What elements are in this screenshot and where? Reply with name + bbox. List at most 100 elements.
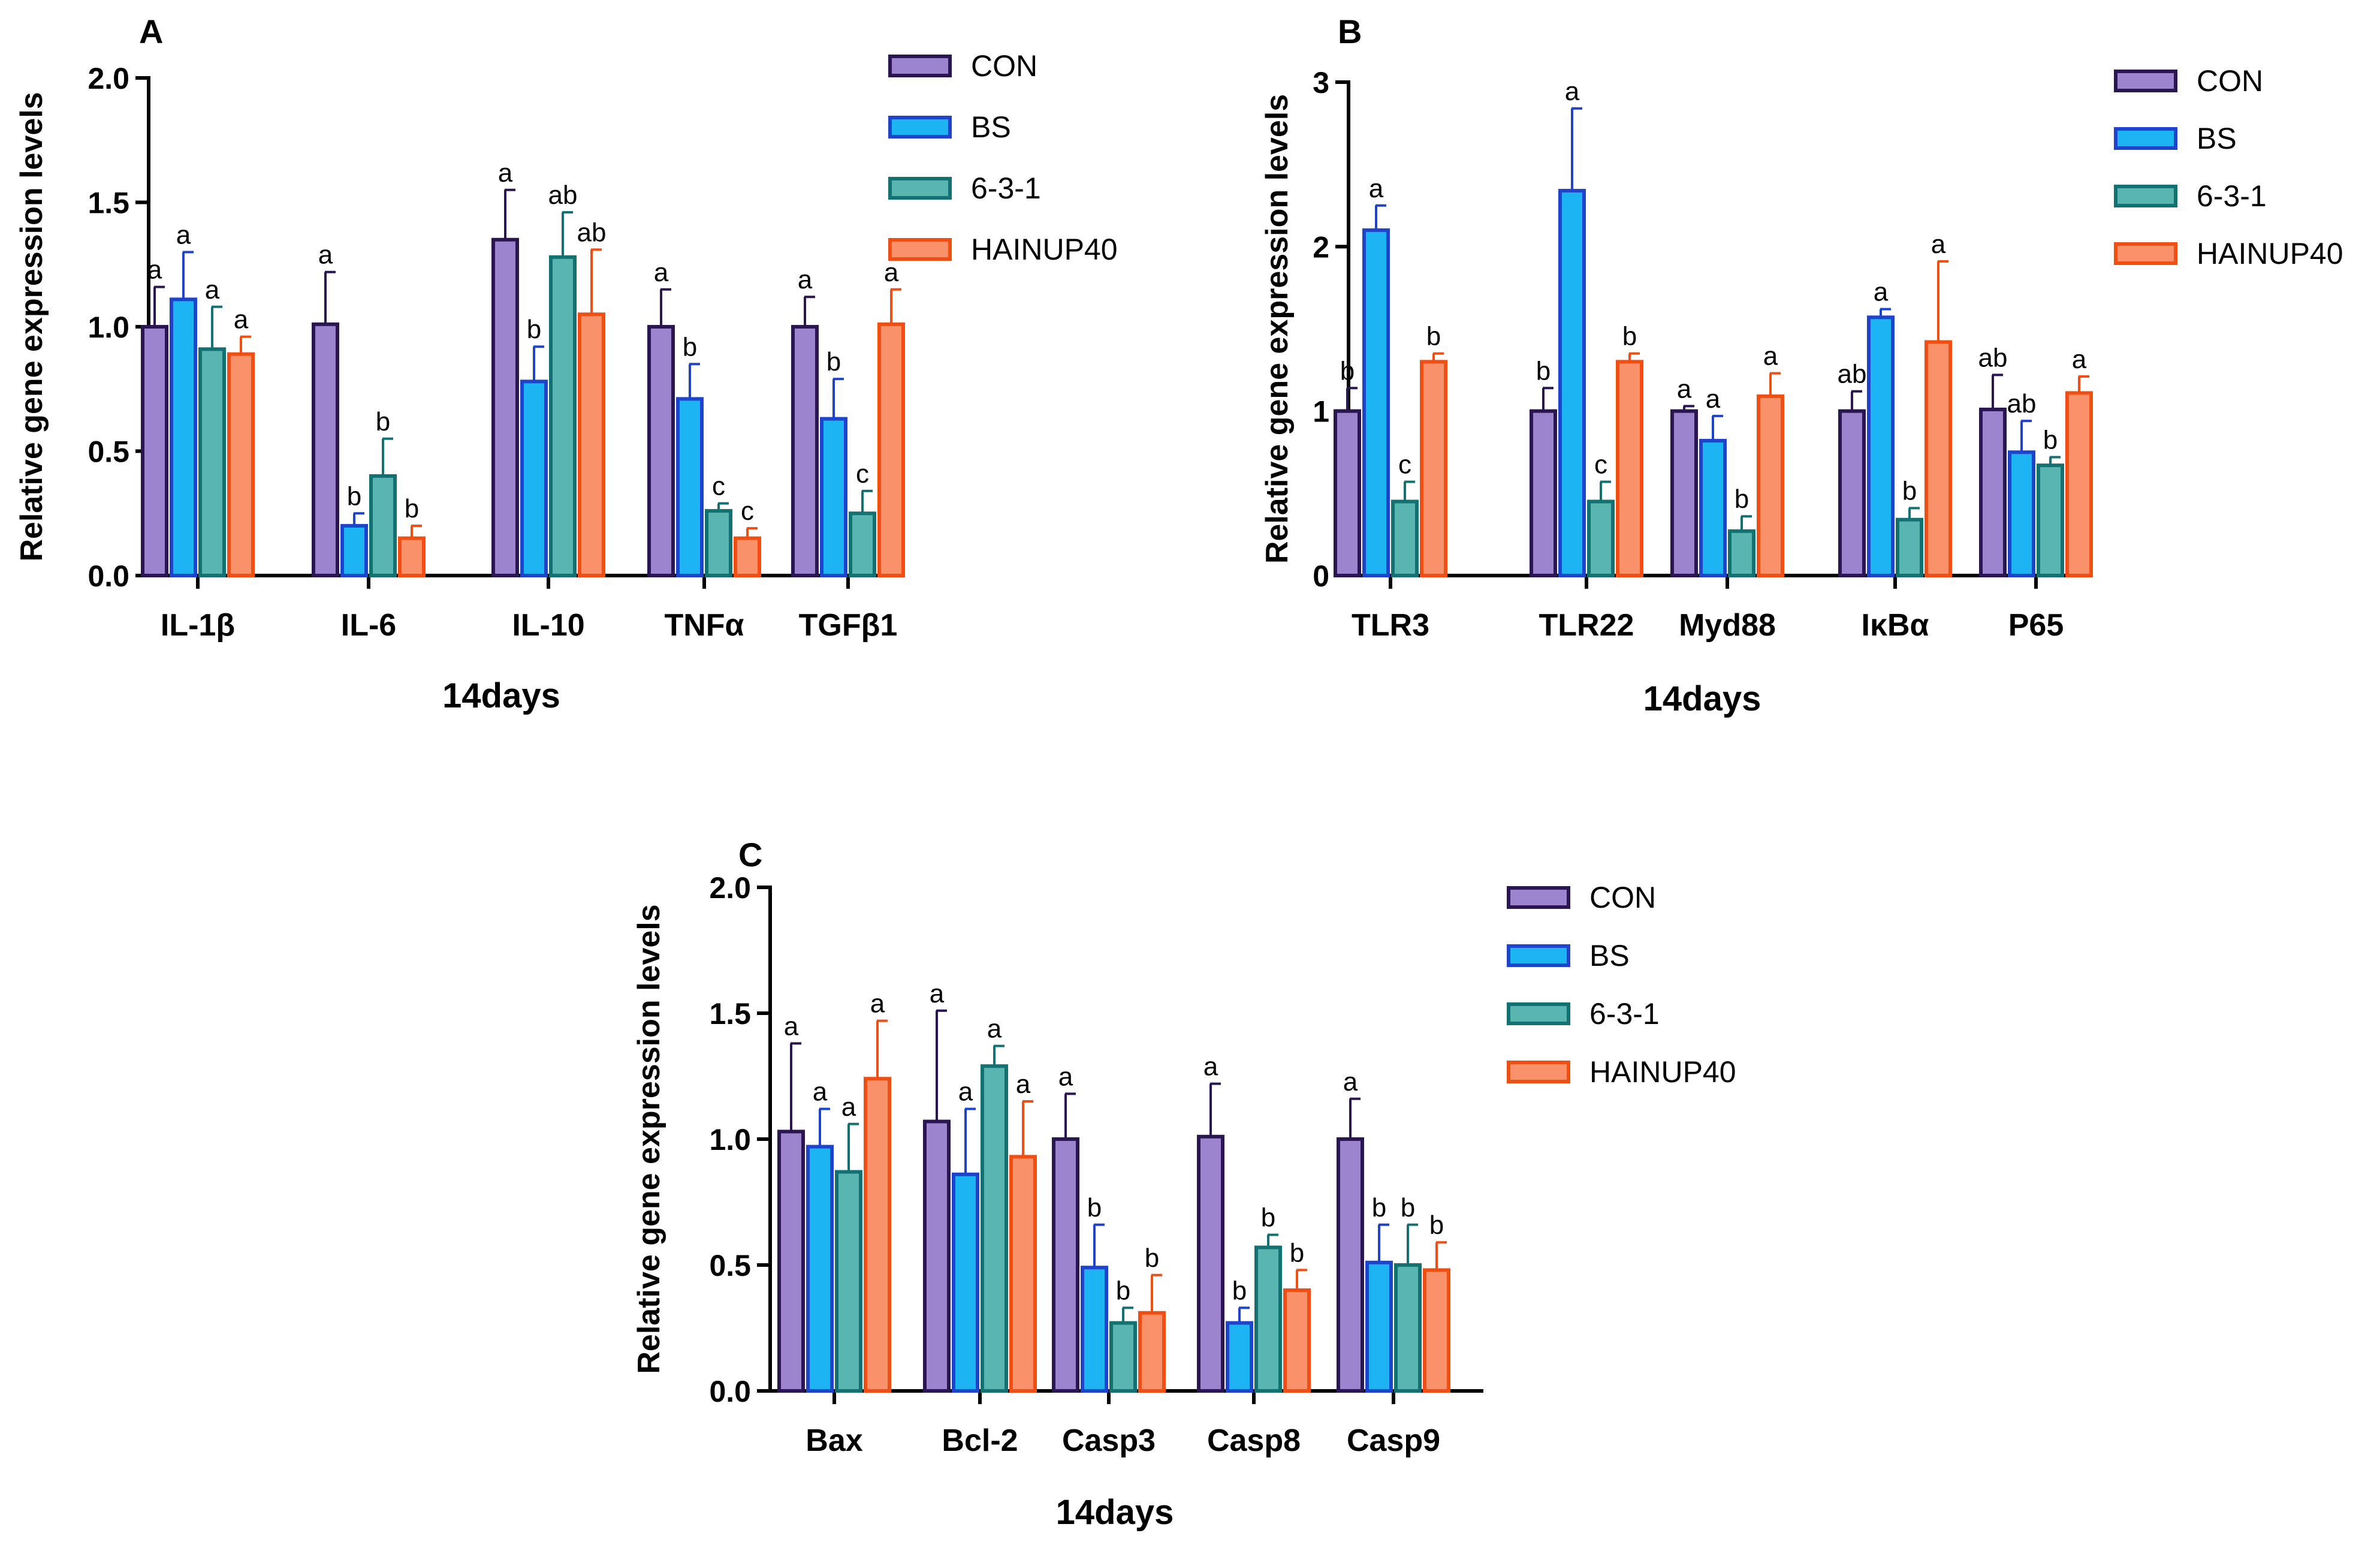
significance-letter: a <box>234 305 249 335</box>
significance-letter: a <box>1677 374 1692 403</box>
significance-letter: a <box>654 258 669 287</box>
y-tick-label: 2.0 <box>88 62 129 95</box>
bar-bs <box>806 1145 834 1393</box>
legend-swatch-bs <box>888 116 952 138</box>
bar-6-3-1 <box>981 1064 1008 1393</box>
legend-label: BS <box>971 110 1011 144</box>
legend-swatch-con <box>2114 70 2177 92</box>
bar-con <box>491 237 519 577</box>
legend-swatch-6-3-1 <box>2114 185 2177 207</box>
bar-con <box>312 322 339 577</box>
significance-letter: a <box>870 989 885 1019</box>
x-tick-label: P65 <box>2008 608 2064 643</box>
bar-6-3-1 <box>1391 499 1419 577</box>
x-tick-label: Casp9 <box>1347 1423 1440 1458</box>
legend-label: BS <box>1589 939 1630 972</box>
x-tick-label: IL-10 <box>512 608 584 643</box>
significance-letter: ab <box>1838 360 1867 389</box>
legend-label: BS <box>2197 122 2237 155</box>
bar-6-3-1 <box>1394 1263 1422 1393</box>
significance-letter: b <box>1902 477 1917 506</box>
significance-letter: b <box>1340 356 1355 386</box>
panel-letter: A <box>139 13 163 50</box>
y-tick-label: 1.5 <box>88 186 129 220</box>
significance-letter: b <box>1261 1203 1275 1233</box>
legend-swatch-hainup40 <box>1507 1061 1570 1083</box>
bar-con <box>1197 1134 1224 1393</box>
significance-letter: a <box>784 1011 799 1041</box>
significance-letter: b <box>1116 1276 1130 1305</box>
significance-letter: a <box>318 240 333 270</box>
legend-swatch-con <box>1507 886 1570 909</box>
significance-letter: ab <box>577 218 607 247</box>
bar-hainup40 <box>734 536 761 577</box>
bar-bs <box>820 417 847 577</box>
x-tick-label: Bax <box>806 1423 862 1458</box>
significance-letter: c <box>741 496 754 526</box>
significance-letter: c <box>712 472 725 501</box>
significance-letter: a <box>1203 1052 1218 1082</box>
significance-letter: b <box>1735 484 1749 514</box>
bar-hainup40 <box>1138 1311 1166 1393</box>
bar-hainup40 <box>1757 394 1784 578</box>
bar-6-3-1 <box>198 347 226 577</box>
significance-letter: b <box>347 481 361 511</box>
y-tick-label: 2 <box>1313 230 1329 264</box>
bar-hainup40 <box>864 1077 891 1393</box>
legend-label: CON <box>971 49 1037 83</box>
legend-label: CON <box>1589 881 1656 914</box>
significance-letter: b <box>376 407 390 436</box>
bar-bs <box>1558 189 1586 577</box>
significance-letter: b <box>1401 1193 1415 1222</box>
x-axis-title: 14days <box>442 676 560 715</box>
y-tick-label: 0.0 <box>709 1375 751 1408</box>
y-axis-title: Relative gene expression levels <box>632 904 666 1374</box>
bar-bs <box>1365 1260 1393 1393</box>
significance-letter: a <box>1343 1067 1358 1097</box>
significance-letter: b <box>1372 1193 1386 1222</box>
y-tick-label: 0.5 <box>88 435 129 469</box>
significance-letter: b <box>1290 1238 1304 1267</box>
significance-letter: b <box>527 315 541 344</box>
significance-letter: c <box>856 459 869 489</box>
bar-hainup40 <box>1423 1268 1450 1393</box>
x-tick-label: TLR3 <box>1352 608 1429 643</box>
significance-letter: b <box>405 494 419 523</box>
legend: CON BS 6-3-1 HAINUP40 <box>2114 64 2343 270</box>
bar-con <box>647 325 675 577</box>
x-tick-label: IL-1β <box>161 608 235 643</box>
significance-letter: a <box>2072 345 2087 374</box>
panel-a: A 0.0 0.5 1.0 1.5 2.0 IL-1β IL-6 IL-10 TNFα TGFβ1 R… <box>14 13 1118 715</box>
legend-swatch-con <box>888 55 952 77</box>
significance-letter: a <box>1565 77 1580 106</box>
x-axis-title: 14days <box>1056 1493 1174 1532</box>
significance-letter: a <box>1874 278 1889 307</box>
bar-6-3-1 <box>835 1170 862 1393</box>
significance-letter: a <box>1931 230 1946 259</box>
bar-hainup40 <box>227 352 255 578</box>
significance-letter: a <box>205 275 220 305</box>
x-axis-title: 14days <box>1643 679 1761 718</box>
bar-bs <box>520 380 548 577</box>
legend-swatch-hainup40 <box>888 238 952 261</box>
significance-letter: a <box>987 1014 1002 1044</box>
bar-hainup40 <box>1616 360 1643 577</box>
significance-letter: a <box>176 221 191 250</box>
y-tick-label: 1.0 <box>709 1123 751 1157</box>
significance-letter: b <box>1426 322 1441 351</box>
significance-letter: a <box>147 255 162 285</box>
significance-letter: a <box>884 258 899 287</box>
significance-letter: a <box>930 979 945 1008</box>
panel-letter: C <box>738 836 762 874</box>
bar-bs <box>1867 315 1895 578</box>
legend-label: CON <box>2197 64 2263 98</box>
x-tick-label: TGFβ1 <box>799 608 898 643</box>
bar-con <box>777 1130 805 1393</box>
y-tick-label: 0.0 <box>88 559 129 593</box>
significance-letter: c <box>1398 450 1411 480</box>
significance-letter: a <box>813 1077 828 1107</box>
bar-con <box>141 325 168 577</box>
bar-bs <box>1081 1266 1108 1393</box>
legend-swatch-6-3-1 <box>888 177 952 200</box>
bar-6-3-1 <box>1587 499 1615 577</box>
